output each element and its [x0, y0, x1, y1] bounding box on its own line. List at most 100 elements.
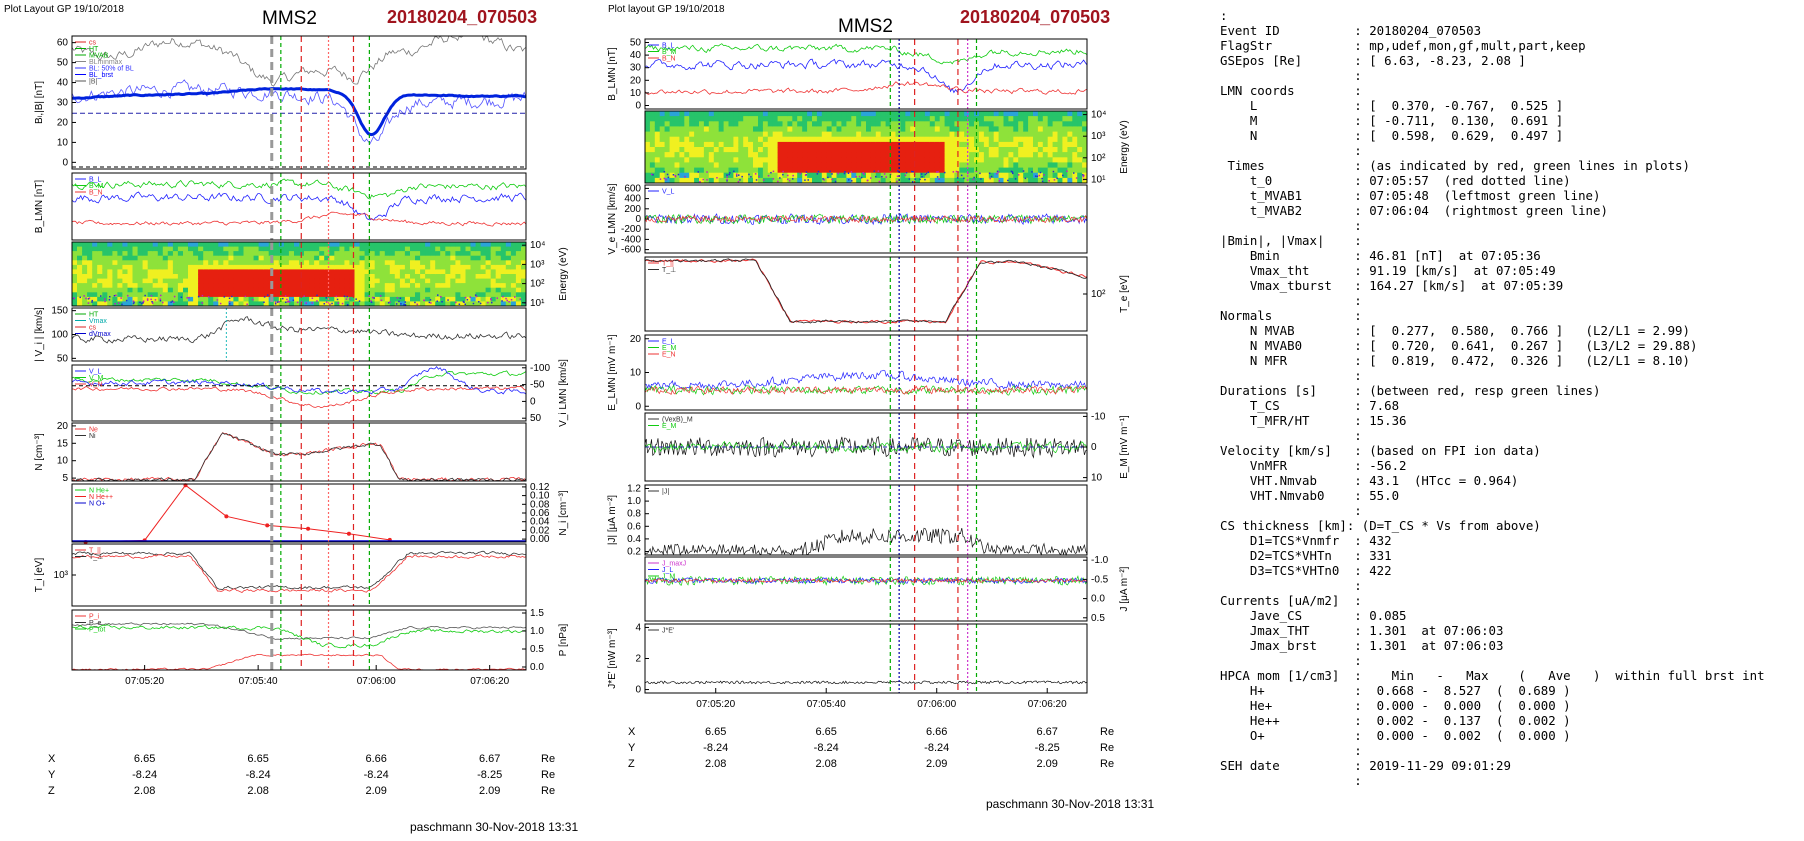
- spectrogram-cell: [905, 167, 911, 174]
- spectrogram-speck: [229, 303, 231, 305]
- spectrogram-cell: [193, 278, 199, 284]
- spectrogram-cell: [319, 301, 325, 307]
- spectrogram-cell: [470, 292, 476, 298]
- spectrogram-cell: [223, 255, 229, 261]
- spectrogram-cell: [440, 301, 446, 307]
- spectrogram-cell: [399, 274, 406, 280]
- spectrogram-speck: [881, 176, 883, 178]
- spectrogram-cell: [309, 251, 315, 257]
- spectrogram-cell: [929, 136, 936, 143]
- spectrogram-cell: [983, 177, 990, 184]
- spectrogram-speck: [403, 303, 405, 306]
- spectrogram-cell: [142, 246, 149, 252]
- spectrogram-speck: [400, 303, 402, 305]
- spectrogram-speck: [428, 301, 431, 304]
- spectrogram-cell: [664, 141, 670, 148]
- spectrogram-cell: [762, 121, 769, 127]
- spectrogram-cell: [743, 162, 749, 168]
- spectrogram-cell: [112, 242, 118, 248]
- spectrogram-cell: [988, 147, 995, 153]
- info-line: Normals :: [1220, 308, 1362, 323]
- spectrogram-cell: [495, 269, 502, 275]
- spectrogram-speck: [114, 303, 116, 305]
- spectrogram-cell: [1037, 121, 1044, 127]
- spectrogram-cell: [748, 121, 754, 127]
- spectrogram-cell: [309, 287, 315, 293]
- spectrogram-cell: [1057, 126, 1063, 132]
- spectrogram-cell: [762, 136, 769, 143]
- spectrogram-cell: [826, 111, 833, 117]
- spectrogram-cell: [495, 242, 502, 248]
- spectrogram-cell: [772, 141, 779, 148]
- spectrogram-cell: [924, 152, 931, 158]
- spectrogram-cell: [213, 251, 219, 257]
- spectrogram-cell: [465, 242, 471, 248]
- spectrogram-cell: [1052, 121, 1058, 127]
- spectrogram-cell: [1028, 172, 1034, 179]
- spectrogram-cell: [875, 121, 882, 127]
- spectrogram-cell: [831, 126, 837, 132]
- spectrogram-cell: [703, 152, 710, 158]
- spectrogram-cell: [1013, 126, 1019, 132]
- spectrogram-cell: [861, 157, 867, 163]
- spectrogram-speck: [395, 303, 398, 305]
- spectrogram-cell: [455, 296, 461, 302]
- spectrogram-cell: [263, 255, 270, 261]
- spectrogram-cell: [866, 121, 872, 127]
- spectrogram-cell: [268, 251, 275, 257]
- spectrogram-cell: [1008, 152, 1014, 158]
- spectrogram-cell: [112, 251, 118, 257]
- spectrogram-cell: [379, 274, 386, 280]
- spectrogram-cell: [263, 269, 270, 275]
- spectrogram-cell: [885, 121, 891, 127]
- y-tick-label: 10: [630, 368, 642, 379]
- spectrogram-cell: [167, 242, 174, 248]
- spectrogram-cell: [1047, 147, 1054, 153]
- spectrogram-cell: [213, 269, 219, 275]
- spectrogram-speck: [133, 301, 135, 304]
- spectrogram-cell: [112, 269, 118, 275]
- info-line: D1=TCS*Vnmfr : 432: [1220, 533, 1392, 548]
- spectrogram-cell: [939, 141, 946, 148]
- spectrogram-cell: [213, 287, 219, 293]
- spectrogram-cell: [188, 301, 194, 307]
- spectrogram-cell: [679, 162, 685, 168]
- spectrogram-speck: [1082, 175, 1085, 178]
- spectrogram-speck: [1017, 174, 1020, 176]
- spectrogram-speck: [474, 294, 477, 296]
- spectrogram-cell: [723, 111, 729, 117]
- spectrogram-cell: [679, 131, 685, 138]
- spectrogram-cell: [369, 242, 376, 248]
- spectrogram-cell: [993, 111, 1000, 117]
- spectrogram-speck: [479, 302, 482, 305]
- spectrogram-cell: [248, 264, 255, 270]
- spectrogram-cell: [861, 152, 867, 158]
- spectrogram-cell: [72, 260, 78, 266]
- spectrogram-speck: [663, 177, 666, 180]
- spectrogram-cell: [949, 167, 955, 174]
- EN-line: [644, 385, 1088, 396]
- spectrogram-cell: [802, 147, 808, 153]
- spectrogram-cell: [895, 152, 901, 158]
- spectrogram-cell: [1033, 131, 1039, 138]
- spectrogram-cell: [1077, 126, 1083, 132]
- spectrogram-speck: [355, 298, 357, 300]
- spectrogram-cell: [475, 246, 482, 252]
- spectrogram-cell: [649, 147, 656, 153]
- spectrogram-cell: [283, 269, 290, 275]
- spectrogram-cell: [1042, 131, 1049, 138]
- spectrogram-cell: [694, 131, 700, 138]
- spectrogram-speck: [804, 174, 807, 176]
- spectrogram-cell: [404, 260, 411, 266]
- spectrogram-cell: [349, 251, 355, 257]
- spectrogram-cell: [659, 136, 666, 143]
- spectrogram-cell: [910, 167, 916, 174]
- spectrogram-cell: [430, 242, 436, 248]
- spectrogram-cell: [924, 141, 931, 148]
- spectrogram-cell: [895, 141, 901, 148]
- spectrogram-cell: [1057, 147, 1063, 153]
- spectrogram-cell: [915, 167, 921, 174]
- spectrogram-speck: [502, 295, 504, 298]
- spectrogram-cell: [988, 131, 995, 138]
- spectrogram-cell: [268, 301, 275, 307]
